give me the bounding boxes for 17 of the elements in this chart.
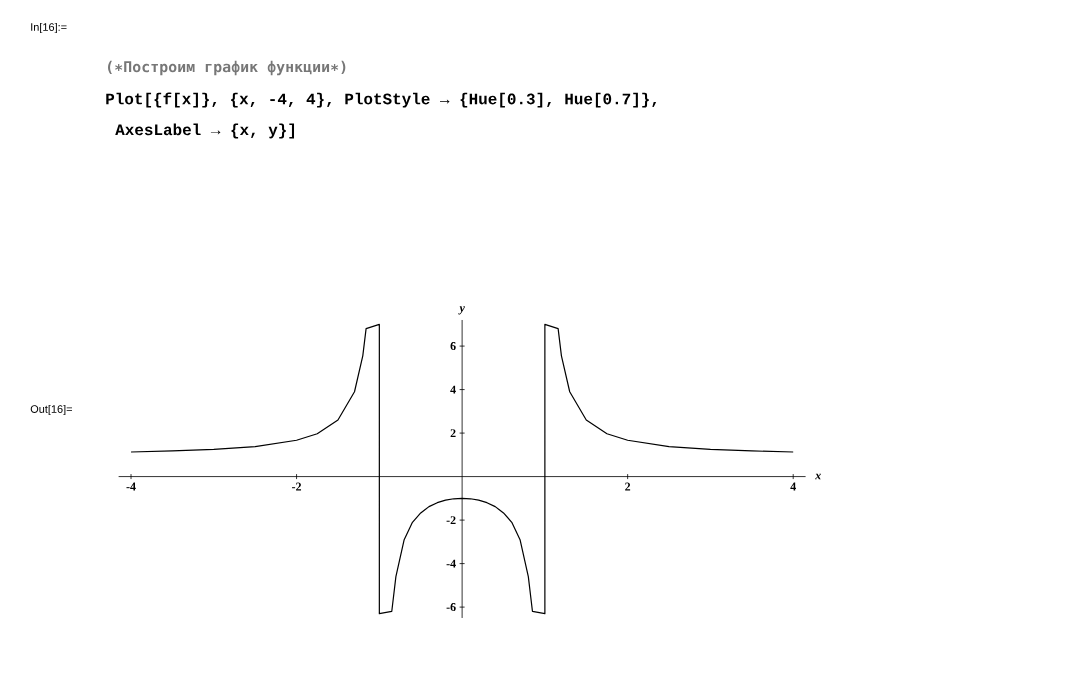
- y-axis-title: y: [458, 306, 465, 315]
- y-tick-label: 4: [450, 385, 456, 394]
- y-tick-label: -2: [446, 516, 456, 525]
- x-axis-title: x: [815, 473, 821, 480]
- y-tick-label: 2: [450, 429, 456, 438]
- y-tick-label: -6: [446, 603, 456, 612]
- text: AxesLabel → {x, y}]: [115, 123, 295, 139]
- text: In[16]:=: [31, 22, 67, 34]
- y-tick-label: 6: [450, 342, 456, 351]
- text: (∗Построим график функции∗): [108, 60, 346, 76]
- x-tick-label: -2: [292, 482, 302, 491]
- x-tick-label: 4: [790, 482, 796, 491]
- text: Plot[{f[x]}, {x, -4, 4}, PlotStyle → {Hue[0.3], Hue[0.7]},: [106, 92, 657, 108]
- y-tick-label: -4: [446, 559, 456, 568]
- x-tick-label: -4: [126, 482, 136, 491]
- x-tick-label: 2: [625, 482, 631, 491]
- text: Out[16]=: [30, 404, 73, 416]
